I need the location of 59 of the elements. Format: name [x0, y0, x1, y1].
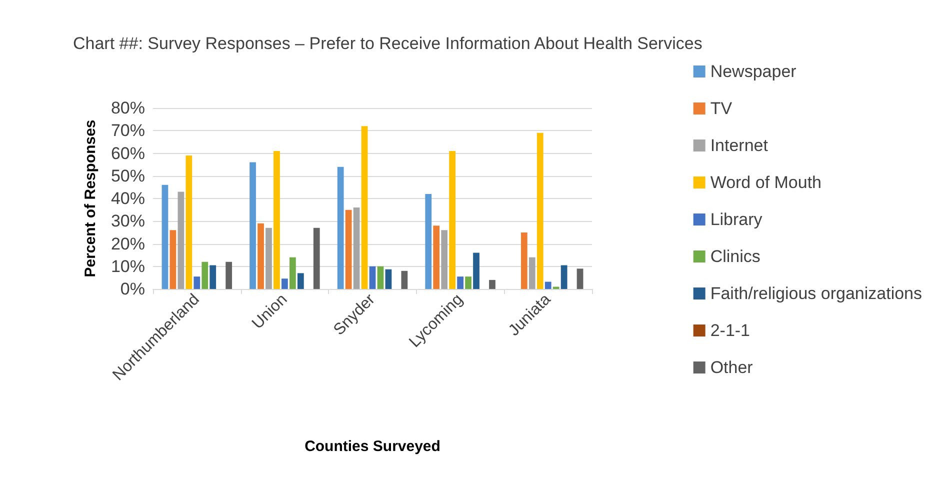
bar	[250, 162, 256, 289]
bar	[369, 266, 376, 289]
legend-label: Clinics	[710, 247, 760, 266]
bar	[353, 208, 360, 289]
legend-label: Faith/religious organizations	[710, 284, 922, 303]
bar	[489, 280, 496, 289]
y-tick-label: 80%	[110, 98, 145, 118]
bar	[337, 166, 344, 289]
bar	[361, 126, 368, 289]
bar	[520, 232, 528, 289]
bar	[544, 282, 552, 289]
legend-label: 2-1-1	[710, 321, 750, 340]
y-tick-label: 10%	[110, 256, 145, 276]
bar	[441, 230, 448, 289]
bar	[282, 278, 288, 289]
y-tick-label: 40%	[110, 189, 145, 208]
y-tick-label: 30%	[110, 212, 145, 231]
bar	[465, 276, 472, 289]
legend-label: Internet	[710, 136, 768, 155]
bar	[258, 223, 264, 289]
legend-label: Newspaper	[710, 62, 797, 81]
bar	[377, 266, 384, 289]
bar	[536, 132, 544, 289]
y-tick-label: 60%	[110, 144, 145, 163]
y-tick-label: 20%	[110, 234, 145, 254]
bar	[186, 156, 192, 289]
bar	[170, 230, 176, 289]
bar	[162, 184, 168, 289]
bar	[560, 265, 568, 289]
bar	[194, 276, 200, 289]
bar	[401, 270, 408, 289]
bar	[266, 228, 272, 289]
bar	[528, 257, 536, 289]
bar	[274, 150, 280, 289]
bar	[576, 268, 584, 289]
bar	[345, 210, 352, 289]
bar	[202, 262, 208, 289]
x-axis-title: Counties Surveyed	[304, 438, 440, 455]
legend-label: Other	[710, 358, 754, 377]
chart-title: Chart ##: Survey Responses – Prefer to Receive Information About Health Services	[73, 34, 702, 53]
bar	[210, 265, 216, 289]
bar	[449, 150, 456, 289]
bar	[297, 273, 304, 289]
bar	[473, 252, 480, 289]
bar	[178, 192, 184, 289]
legend-label: TV	[710, 99, 733, 118]
bar	[313, 228, 320, 289]
bar	[385, 269, 392, 289]
bar	[433, 226, 440, 289]
bar	[289, 257, 296, 289]
bar	[226, 262, 232, 289]
y-axis-title: Percent of Responses	[82, 120, 99, 278]
y-tick-label: 70%	[110, 121, 145, 140]
legend-label: Word of Mouth	[710, 173, 822, 192]
y-tick-label: 50%	[110, 166, 145, 186]
bar	[457, 276, 464, 289]
legend-label: Library	[710, 210, 763, 229]
y-tick-label: 0%	[120, 280, 145, 298]
bar	[425, 194, 432, 289]
